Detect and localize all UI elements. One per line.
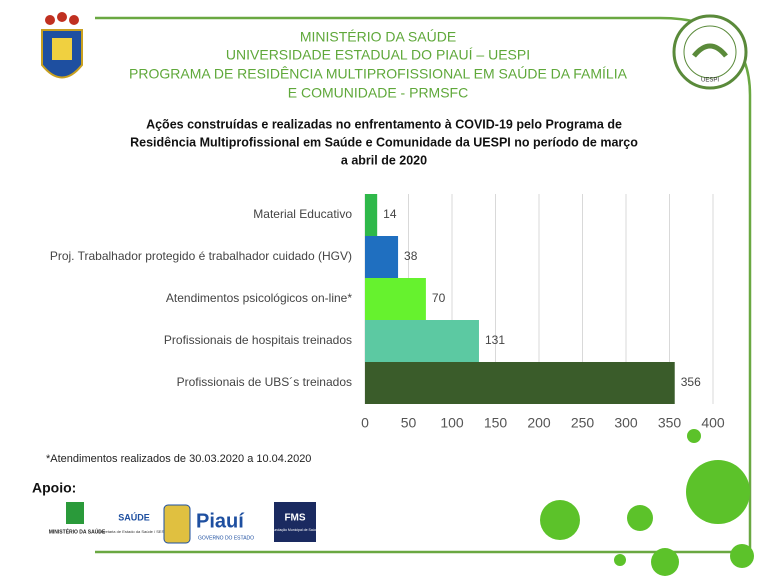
x-tick-label: 0 (361, 415, 369, 431)
logo-text: Secretaria de Estado da Saúde / SESAPI (97, 529, 170, 534)
x-tick-label: 250 (571, 415, 595, 431)
logo-text: FMS (284, 513, 305, 524)
chart-title: a abril de 2020 (341, 153, 427, 167)
logo-text: GOVERNO DO ESTADO (198, 535, 254, 541)
uni-crest (41, 12, 83, 79)
category-label: Profissionais de UBS´s treinados (177, 375, 352, 389)
x-tick-label: 100 (440, 415, 464, 431)
value-label: 356 (681, 375, 701, 389)
support-label: Apoio: (32, 480, 76, 496)
category-label: Profissionais de hospitais treinados (164, 333, 352, 347)
bar (365, 320, 479, 362)
program-seal: UESPI (672, 14, 748, 90)
category-label: Material Educativo (253, 207, 352, 221)
support-logos: MINISTÉRIO DA SAÚDE SAÚDE Secretaria de … (49, 502, 319, 544)
value-label: 14 (383, 207, 397, 221)
bar (365, 362, 675, 404)
seal-text: UESPI (701, 78, 719, 84)
x-tick-label: 300 (614, 415, 638, 431)
logo-text: Piauí (196, 510, 245, 532)
x-tick-label: 150 (484, 415, 508, 431)
bar (365, 236, 399, 278)
header-line: UNIVERSIDADE ESTADUAL DO PIAUÍ – UESPI (226, 47, 530, 63)
chart-title: Residência Multiprofissional em Saúde e … (130, 135, 638, 149)
footnote: *Atendimentos realizados de 30.03.2020 a… (46, 453, 311, 465)
category-label: Proj. Trabalhador protegido é trabalhado… (50, 249, 352, 263)
virus-decoration (540, 429, 754, 576)
chart-title: Ações construídas e realizadas no enfren… (146, 117, 622, 131)
header-line: MINISTÉRIO DA SAÚDE (300, 29, 456, 45)
header-line: PROGRAMA DE RESIDÊNCIA MULTIPROFISSIONAL… (129, 66, 628, 82)
bar (365, 194, 378, 236)
x-tick-label: 200 (527, 415, 551, 431)
logo-text: MINISTÉRIO DA SAÚDE (49, 527, 106, 535)
x-tick-label: 50 (401, 415, 417, 431)
category-label: Atendimentos psicológicos on-line* (166, 291, 352, 305)
plot: 0 50 100 150 200 250 300 350 400 Material Educati… (50, 194, 725, 431)
bar (365, 278, 426, 320)
value-label: 70 (432, 291, 446, 305)
logo-text: Fundação Municipal de Saúde (271, 528, 318, 532)
x-tick-label: 350 (658, 415, 682, 431)
value-label: 131 (485, 333, 505, 347)
value-label: 38 (404, 249, 418, 263)
logo-text: SAÚDE (118, 511, 150, 522)
header-line: E COMUNIDADE - PRMSFC (288, 85, 468, 101)
x-tick-label: 400 (701, 415, 725, 431)
